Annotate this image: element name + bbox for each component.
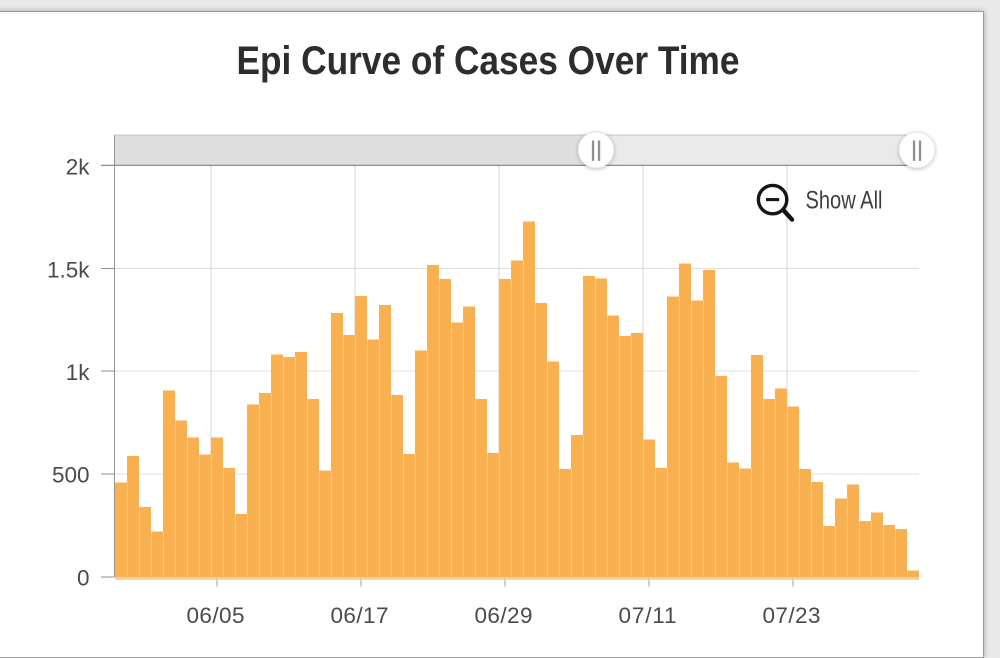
svg-text:2k: 2k	[66, 155, 91, 180]
svg-text:Show All: Show All	[806, 187, 883, 215]
svg-text:07/23: 07/23	[763, 603, 821, 628]
svg-text:06/17: 06/17	[331, 603, 389, 628]
svg-text:06/05: 06/05	[187, 603, 245, 628]
svg-text:06/29: 06/29	[475, 603, 533, 628]
svg-text:07/11: 07/11	[619, 603, 677, 628]
svg-text:Epi Curve of Cases Over Time: Epi Curve of Cases Over Time	[237, 39, 740, 83]
svg-text:500: 500	[52, 463, 90, 488]
svg-text:1k: 1k	[66, 360, 91, 385]
svg-text:0: 0	[77, 566, 90, 591]
svg-text:1.5k: 1.5k	[47, 258, 90, 283]
